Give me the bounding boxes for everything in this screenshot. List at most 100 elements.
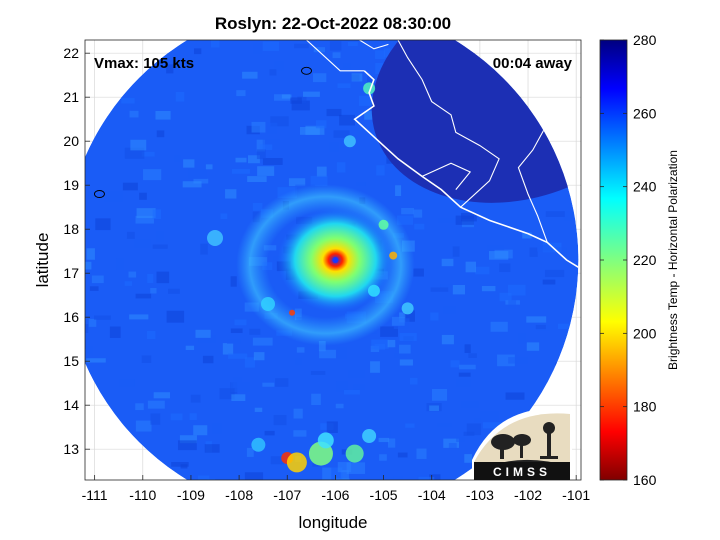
texture-cell	[247, 176, 267, 182]
x-tick-label: -108	[225, 487, 253, 503]
texture-cell	[242, 71, 258, 79]
texture-cell	[85, 339, 86, 350]
texture-cell	[227, 338, 242, 344]
texture-cell	[312, 73, 327, 83]
colorbar	[599, 39, 628, 481]
texture-cell	[156, 130, 165, 138]
texture-cell	[281, 94, 292, 99]
texture-cell	[468, 353, 477, 358]
texture-cell	[517, 332, 527, 344]
texture-cell	[129, 314, 149, 320]
texture-cell	[230, 328, 243, 334]
texture-cell	[374, 430, 392, 437]
texture-cell	[236, 90, 246, 97]
rain-cell	[317, 432, 334, 449]
y-axis-label: latitude	[33, 233, 52, 288]
texture-cell	[270, 116, 289, 127]
texture-cell	[475, 266, 490, 275]
texture-cell	[205, 164, 213, 170]
texture-cell	[94, 315, 111, 320]
texture-cell	[343, 389, 360, 395]
time-away-annotation: 00:04 away	[493, 55, 573, 72]
texture-cell	[294, 358, 303, 365]
rain-cell	[345, 444, 364, 463]
texture-cell	[340, 470, 349, 479]
texture-cell	[86, 358, 106, 363]
texture-cell	[393, 475, 403, 480]
texture-cell	[88, 318, 97, 327]
texture-cell	[166, 310, 185, 323]
texture-cell	[74, 202, 81, 209]
texture-cell	[330, 467, 343, 480]
texture-cell	[322, 467, 332, 480]
y-tick-label: 18	[63, 221, 79, 237]
colorbar-tick-label: 280	[633, 32, 657, 48]
texture-cell	[294, 43, 309, 49]
texture-cell	[459, 364, 476, 370]
texture-cell	[273, 414, 287, 426]
cimss-logo-text: CIMSS	[493, 465, 551, 479]
texture-cell	[134, 238, 151, 249]
texture-cell	[64, 245, 75, 255]
texture-cell	[269, 69, 277, 76]
texture-cell	[234, 319, 247, 326]
texture-cell	[399, 333, 417, 342]
texture-cell	[66, 245, 72, 253]
texture-cell	[153, 392, 171, 399]
texture-cell	[405, 423, 415, 428]
texture-cell	[299, 126, 320, 135]
texture-cell	[179, 435, 197, 444]
texture-cell	[383, 48, 391, 58]
texture-cell	[409, 377, 418, 385]
texture-cell	[418, 476, 435, 480]
x-tick-label: -105	[370, 487, 398, 503]
texture-cell	[529, 247, 538, 257]
chart-title: Roslyn: 22-Oct-2022 08:30:00	[215, 14, 451, 33]
texture-cell	[291, 100, 310, 111]
texture-cell	[155, 111, 171, 120]
texture-cell	[346, 462, 366, 474]
texture-cell	[264, 430, 275, 436]
texture-cell	[88, 191, 98, 199]
texture-cell	[311, 393, 321, 405]
texture-cell	[353, 383, 366, 390]
texture-cell	[141, 355, 152, 363]
texture-cell	[85, 324, 89, 333]
texture-cell	[388, 438, 396, 448]
texture-cell	[253, 352, 265, 361]
colorbar-tick-label: 240	[633, 179, 657, 195]
texture-cell	[156, 230, 165, 242]
texture-cell	[275, 378, 289, 387]
texture-cell	[287, 513, 295, 525]
texture-cell	[290, 97, 302, 104]
texture-cell	[195, 329, 211, 338]
texture-cell	[310, 370, 326, 375]
colorbar-tick-label: 200	[633, 325, 657, 341]
rain-cell	[367, 284, 380, 297]
texture-cell	[200, 243, 208, 255]
colorbar-tick-label: 180	[633, 399, 657, 415]
texture-cell	[544, 269, 565, 278]
texture-cell	[141, 151, 155, 157]
rain-cell	[251, 437, 266, 452]
texture-cell	[452, 284, 466, 295]
texture-cell	[555, 247, 567, 257]
texture-cell	[430, 287, 449, 292]
texture-cell	[262, 138, 281, 150]
texture-cell	[207, 478, 216, 480]
rain-cell	[289, 309, 296, 316]
texture-cell	[455, 379, 472, 388]
texture-cell	[69, 254, 77, 260]
colorbar-label: Brightness Temp - Horizontal Polarizatio…	[666, 150, 680, 370]
texture-cell	[429, 405, 439, 411]
texture-cell	[175, 91, 185, 102]
texture-cell	[219, 388, 235, 400]
texture-cell	[336, 381, 349, 393]
texture-cell	[465, 261, 477, 273]
texture-cell	[393, 353, 407, 359]
texture-cell	[204, 444, 220, 453]
texture-cell	[103, 190, 124, 202]
border-line	[517, 123, 548, 243]
texture-cell	[348, 370, 366, 379]
